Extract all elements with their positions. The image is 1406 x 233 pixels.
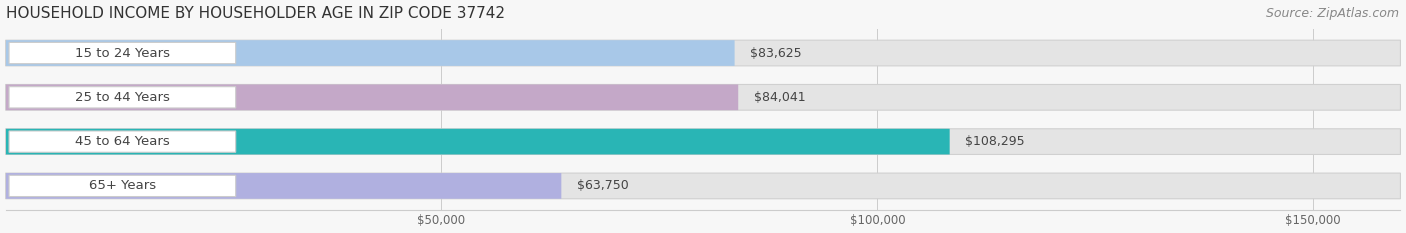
FancyBboxPatch shape <box>6 40 734 66</box>
FancyBboxPatch shape <box>6 85 738 110</box>
Text: 25 to 44 Years: 25 to 44 Years <box>75 91 170 104</box>
FancyBboxPatch shape <box>8 175 236 197</box>
FancyBboxPatch shape <box>6 173 561 199</box>
FancyBboxPatch shape <box>6 129 1400 154</box>
FancyBboxPatch shape <box>8 42 236 64</box>
Text: Source: ZipAtlas.com: Source: ZipAtlas.com <box>1265 7 1399 20</box>
FancyBboxPatch shape <box>6 173 1400 199</box>
FancyBboxPatch shape <box>6 85 1400 110</box>
FancyBboxPatch shape <box>6 40 1400 66</box>
Text: $83,625: $83,625 <box>751 47 801 59</box>
Text: HOUSEHOLD INCOME BY HOUSEHOLDER AGE IN ZIP CODE 37742: HOUSEHOLD INCOME BY HOUSEHOLDER AGE IN Z… <box>6 6 505 21</box>
FancyBboxPatch shape <box>6 129 949 154</box>
Text: $63,750: $63,750 <box>576 179 628 192</box>
Text: $108,295: $108,295 <box>966 135 1025 148</box>
FancyBboxPatch shape <box>8 131 236 152</box>
Text: 15 to 24 Years: 15 to 24 Years <box>75 47 170 59</box>
Text: 45 to 64 Years: 45 to 64 Years <box>75 135 170 148</box>
FancyBboxPatch shape <box>8 87 236 108</box>
Text: $84,041: $84,041 <box>754 91 806 104</box>
Text: 65+ Years: 65+ Years <box>89 179 156 192</box>
